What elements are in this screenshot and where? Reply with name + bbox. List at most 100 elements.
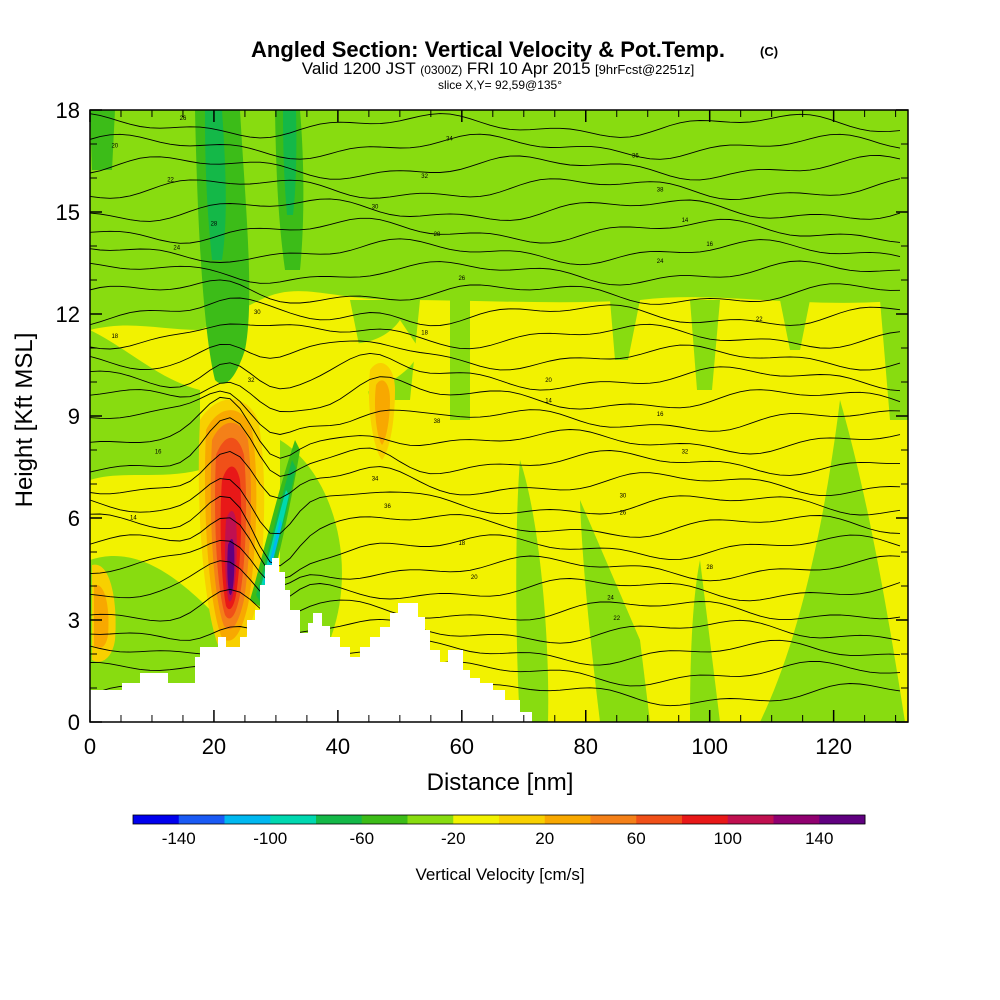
band-green-streak-2 — [610, 300, 640, 360]
isentrope-label: 14 — [130, 516, 137, 522]
y-axis-label: Height [Kft MSL] — [11, 333, 38, 508]
colorbar-tick-label: -20 — [441, 829, 466, 848]
isentrope-label: 26 — [458, 276, 465, 282]
isentrope-line — [90, 451, 901, 499]
isentrope-line — [90, 376, 901, 413]
band-green-right-2 — [580, 500, 650, 722]
y-tick-label: 9 — [68, 404, 80, 429]
isentrope-label: 20 — [111, 143, 118, 149]
colorbar-bin — [316, 815, 363, 824]
isentrope-line — [90, 113, 901, 139]
x-tick-label: 120 — [815, 734, 852, 759]
isentrope-label: 22 — [613, 616, 620, 622]
colorbar-bin — [590, 815, 637, 824]
colorbar-tick-label: 60 — [627, 829, 646, 848]
y-tick-label: 15 — [56, 200, 80, 225]
colorbar-outline — [132, 814, 866, 825]
isentrope-line — [90, 539, 901, 587]
isentrope-line — [90, 340, 901, 371]
isentrope-label: 38 — [657, 188, 664, 194]
isentrope-line — [90, 133, 901, 160]
isentrope-label: 22 — [167, 177, 174, 183]
valid-time-line: Valid 1200 JST (0300Z) FRI 10 Apr 2015 [… — [302, 59, 694, 78]
isentrope-label: 32 — [682, 449, 689, 455]
isentrope-lines — [90, 113, 901, 707]
isentrope-label: 24 — [607, 596, 614, 602]
isentrope-label: 38 — [434, 419, 441, 425]
colorbar-tick-label: -100 — [253, 829, 287, 848]
band-deepgreen-1 — [205, 110, 226, 260]
valid-fcst: [9hrFcst@2251z] — [595, 62, 694, 77]
valid-prefix: Valid 1200 JST — [302, 59, 416, 78]
x-tick-label: 20 — [202, 734, 226, 759]
isentrope-line — [90, 588, 901, 622]
colorbar-bin — [270, 815, 317, 824]
colorbar-bin — [407, 815, 454, 824]
y-tick-label: 12 — [56, 302, 80, 327]
band-darkgreen-left-2 — [90, 110, 115, 170]
colorbar-bin — [773, 815, 820, 824]
isentrope-label: 26 — [620, 511, 627, 517]
isentrope-label: 30 — [254, 310, 261, 316]
isentrope-line — [90, 517, 901, 580]
colorbar-bin — [636, 815, 683, 824]
isentrope-label: 28 — [434, 232, 441, 238]
isentrope-label: 34 — [372, 477, 379, 483]
colorbar-tick-label: 100 — [714, 829, 742, 848]
isentrope-line — [90, 279, 901, 305]
x-tick-label: 40 — [326, 734, 350, 759]
colorbar-bin — [224, 815, 271, 824]
y-tick-label: 0 — [68, 710, 80, 735]
x-axis-label: Distance [nm] — [427, 769, 574, 796]
isentrope-label: 18 — [421, 330, 428, 336]
x-tick-label: 100 — [691, 734, 728, 759]
isentrope-line — [90, 260, 901, 286]
colorbar-bin — [819, 815, 866, 824]
band-green-left — [90, 330, 200, 480]
updraft-west-40 — [94, 584, 109, 648]
x-tick-label: 0 — [84, 734, 96, 759]
x-axis-ticks: 0 20 40 60 80 100 120 — [84, 110, 897, 759]
colorbar-bin — [361, 815, 408, 824]
y-tick-label: 3 — [68, 608, 80, 633]
isentrope-label: 24 — [657, 259, 664, 265]
isentrope-label: 36 — [632, 154, 639, 160]
chart-title: Angled Section: Vertical Velocity & Pot.… — [251, 37, 725, 62]
isentrope-label: 30 — [620, 494, 627, 500]
isentrope-label: 14 — [682, 218, 689, 224]
plot-area: 14 16 18 20 22 24 26 28 30 32 34 36 38 14 16 18 20 22 24 26… — [89, 109, 909, 723]
isentrope-line — [90, 297, 901, 327]
isentrope-label: 32 — [248, 378, 255, 384]
colorbar-bin — [499, 815, 546, 824]
isentrope-labels: 14 16 18 20 22 24 26 28 30 32 34 36 38 14 16 18 20 22 24 26… — [111, 116, 763, 622]
isentrope-label: 18 — [458, 541, 465, 547]
valid-zulu: (0300Z) — [420, 63, 462, 77]
isentrope-label: 30 — [372, 205, 379, 211]
isentrope-line — [90, 618, 901, 644]
isentrope-label: 16 — [155, 449, 162, 455]
chart-title-unit: (C) — [760, 44, 778, 59]
isentrope-label: 14 — [545, 398, 552, 404]
slice-info: slice X,Y= 92,59@135° — [438, 78, 562, 92]
isentrope-label: 24 — [173, 245, 180, 251]
y-tick-label: 18 — [56, 98, 80, 123]
colorbar-tick-label: 20 — [535, 829, 554, 848]
colorbar-tick-label: -60 — [349, 829, 374, 848]
isentrope-label: 36 — [384, 504, 391, 510]
band-green-right-4 — [760, 400, 905, 722]
isentrope-label: 20 — [471, 575, 478, 581]
colorbar-ticks: -140 -100 -60 -20 20 60 100 140 — [162, 829, 834, 848]
isentrope-label: 22 — [756, 317, 763, 323]
colorbar-tick-label: 140 — [805, 829, 833, 848]
valid-date: FRI 10 Apr 2015 — [467, 59, 591, 78]
band-green-right-3 — [690, 560, 720, 722]
isentrope-line — [90, 478, 901, 535]
isentrope-label: 32 — [421, 174, 428, 180]
band-green-streak-5 — [880, 300, 908, 420]
colorbar-bin — [727, 815, 774, 824]
isentrope-label: 20 — [545, 378, 552, 384]
colorbar-bin — [178, 815, 225, 824]
isentrope-line — [90, 495, 901, 567]
